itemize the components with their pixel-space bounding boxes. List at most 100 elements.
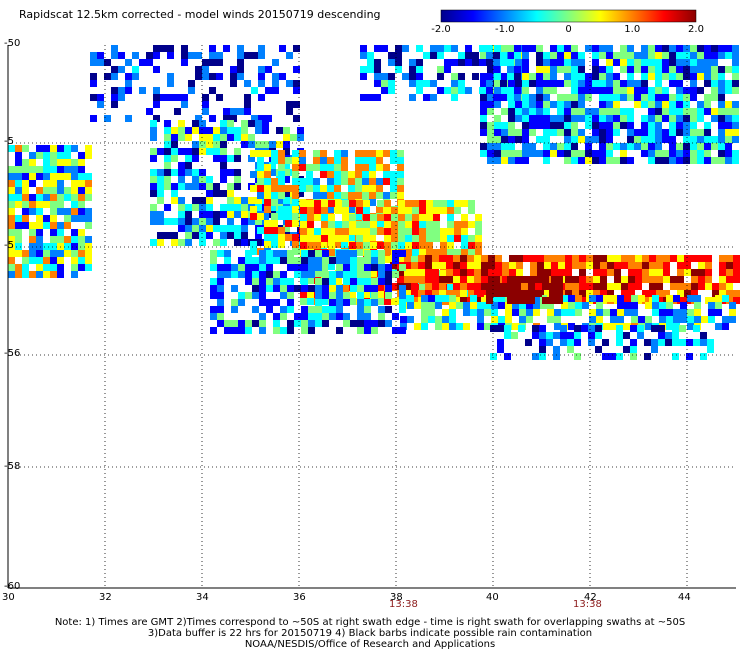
wind-cell xyxy=(726,283,733,290)
wind-cell xyxy=(376,150,383,157)
wind-cell xyxy=(412,249,419,256)
wind-cell xyxy=(245,320,252,327)
wind-cell xyxy=(669,136,676,143)
wind-cell xyxy=(192,169,199,176)
wind-cell xyxy=(556,297,563,304)
wind-cell xyxy=(465,45,472,52)
wind-cell xyxy=(578,59,585,66)
wind-cell xyxy=(711,66,718,73)
wind-cell xyxy=(487,143,494,150)
wind-cell xyxy=(118,66,125,73)
wind-cell xyxy=(385,271,392,278)
wind-cell xyxy=(57,180,64,187)
wind-cell xyxy=(512,309,519,316)
wind-cell xyxy=(574,332,581,339)
wind-cell xyxy=(404,276,411,283)
wind-cell xyxy=(220,176,227,183)
wind-cell xyxy=(543,101,550,108)
wind-cell xyxy=(627,66,634,73)
wind-cell xyxy=(293,66,300,73)
wind-cell xyxy=(22,264,29,271)
wind-cell xyxy=(460,276,467,283)
wind-cell xyxy=(398,221,405,228)
wind-cell xyxy=(202,94,209,101)
wind-cell xyxy=(29,152,36,159)
wind-cell xyxy=(501,87,508,94)
wind-cell xyxy=(43,145,50,152)
wind-cell xyxy=(676,59,683,66)
wind-cell xyxy=(322,278,329,285)
wind-cell xyxy=(486,80,493,87)
wind-cell xyxy=(614,269,621,276)
wind-cell xyxy=(536,52,543,59)
wind-cell xyxy=(575,302,582,309)
wind-cell xyxy=(199,232,206,239)
wind-cell xyxy=(606,122,613,129)
wind-cell xyxy=(343,299,350,306)
wind-cell xyxy=(481,255,488,262)
wind-cell xyxy=(644,353,651,360)
wind-cell xyxy=(711,87,718,94)
wind-cell xyxy=(57,229,64,236)
wind-cell xyxy=(278,192,285,199)
wind-cell xyxy=(216,52,223,59)
wind-cell xyxy=(381,87,388,94)
wind-cell xyxy=(599,45,606,52)
wind-cell xyxy=(670,255,677,262)
wind-cell xyxy=(600,255,607,262)
wind-cell xyxy=(355,213,362,220)
wind-cell xyxy=(327,178,334,185)
wind-cell xyxy=(322,292,329,299)
wind-cell xyxy=(628,255,635,262)
wind-cell xyxy=(515,129,522,136)
wind-cell xyxy=(655,129,662,136)
wind-cell xyxy=(490,325,497,332)
wind-cell xyxy=(522,101,529,108)
wind-cell xyxy=(600,290,607,297)
wind-cell xyxy=(192,204,199,211)
wind-cell xyxy=(350,250,357,257)
wind-cell xyxy=(592,108,599,115)
wind-cell xyxy=(733,297,740,304)
wind-cell xyxy=(648,150,655,157)
wind-cell xyxy=(301,278,308,285)
wind-cell xyxy=(301,264,308,271)
wind-cell xyxy=(627,80,634,87)
wind-cell xyxy=(369,171,376,178)
wind-cell xyxy=(704,94,711,101)
wind-cell xyxy=(585,150,592,157)
wind-cell xyxy=(425,255,432,262)
wind-cell xyxy=(430,94,437,101)
wind-cell xyxy=(356,228,363,235)
wind-cell xyxy=(342,228,349,235)
wind-cell xyxy=(592,45,599,52)
wind-cell xyxy=(385,278,392,285)
wind-cell xyxy=(535,276,542,283)
wind-cell xyxy=(557,80,564,87)
wind-cell xyxy=(299,150,306,157)
wind-cell xyxy=(258,73,265,80)
wind-cell xyxy=(551,255,558,262)
wind-cell xyxy=(320,241,327,248)
wind-cell xyxy=(50,229,57,236)
wind-cell xyxy=(440,228,447,235)
wind-cell xyxy=(320,192,327,199)
colorbar-tick-label: 0 xyxy=(565,24,571,35)
wind-cell xyxy=(493,66,500,73)
wind-cell xyxy=(178,127,185,134)
wind-cell xyxy=(421,295,428,302)
wind-cell xyxy=(620,66,627,73)
wind-cell xyxy=(248,120,255,127)
wind-cell xyxy=(542,276,549,283)
wind-cell xyxy=(437,66,444,73)
wind-cell xyxy=(669,80,676,87)
wind-cell xyxy=(409,94,416,101)
wind-cell xyxy=(676,143,683,150)
wind-cell xyxy=(29,201,36,208)
wind-cell xyxy=(480,143,487,150)
wind-cell xyxy=(669,150,676,157)
wind-cell xyxy=(560,339,567,346)
wind-cell xyxy=(571,157,578,164)
wind-cell xyxy=(185,127,192,134)
wind-cell xyxy=(537,255,544,262)
